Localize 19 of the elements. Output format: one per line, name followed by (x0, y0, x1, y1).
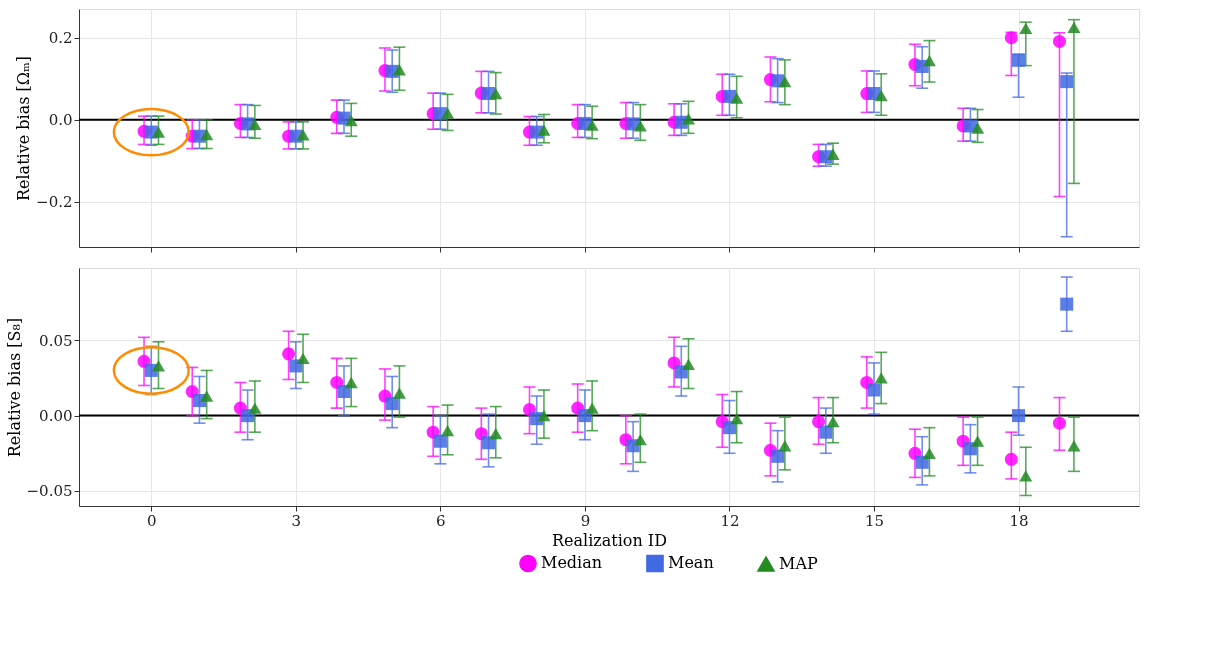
y-tick-label: 0.0 (48, 111, 73, 130)
legend-label: Median (541, 553, 603, 573)
x-tick-label: 12 (720, 511, 740, 530)
y-axis-title: Relative bias [Ωₘ] (14, 55, 34, 202)
x-tick-label: 15 (864, 511, 885, 530)
x-tick-label: 6 (436, 511, 446, 530)
x-tick-label: 3 (291, 511, 302, 530)
x-tick-label: 9 (580, 511, 591, 530)
y-tick-label: 0.2 (48, 29, 73, 48)
y-tick-label: −0.05 (26, 482, 73, 501)
y-tick-label: 0.05 (39, 331, 73, 350)
y-axis-title: Relative bias [S₈] (4, 317, 24, 458)
x-tick-label: 0 (147, 511, 157, 530)
legend-label: Mean (668, 553, 714, 573)
y-tick-label: −0.2 (36, 193, 73, 212)
x-tick-label: 18 (1009, 511, 1029, 530)
legend-label: MAP (779, 554, 818, 574)
x-axis-title: Realization ID (552, 530, 667, 550)
y-tick-label: 0.00 (39, 407, 73, 426)
